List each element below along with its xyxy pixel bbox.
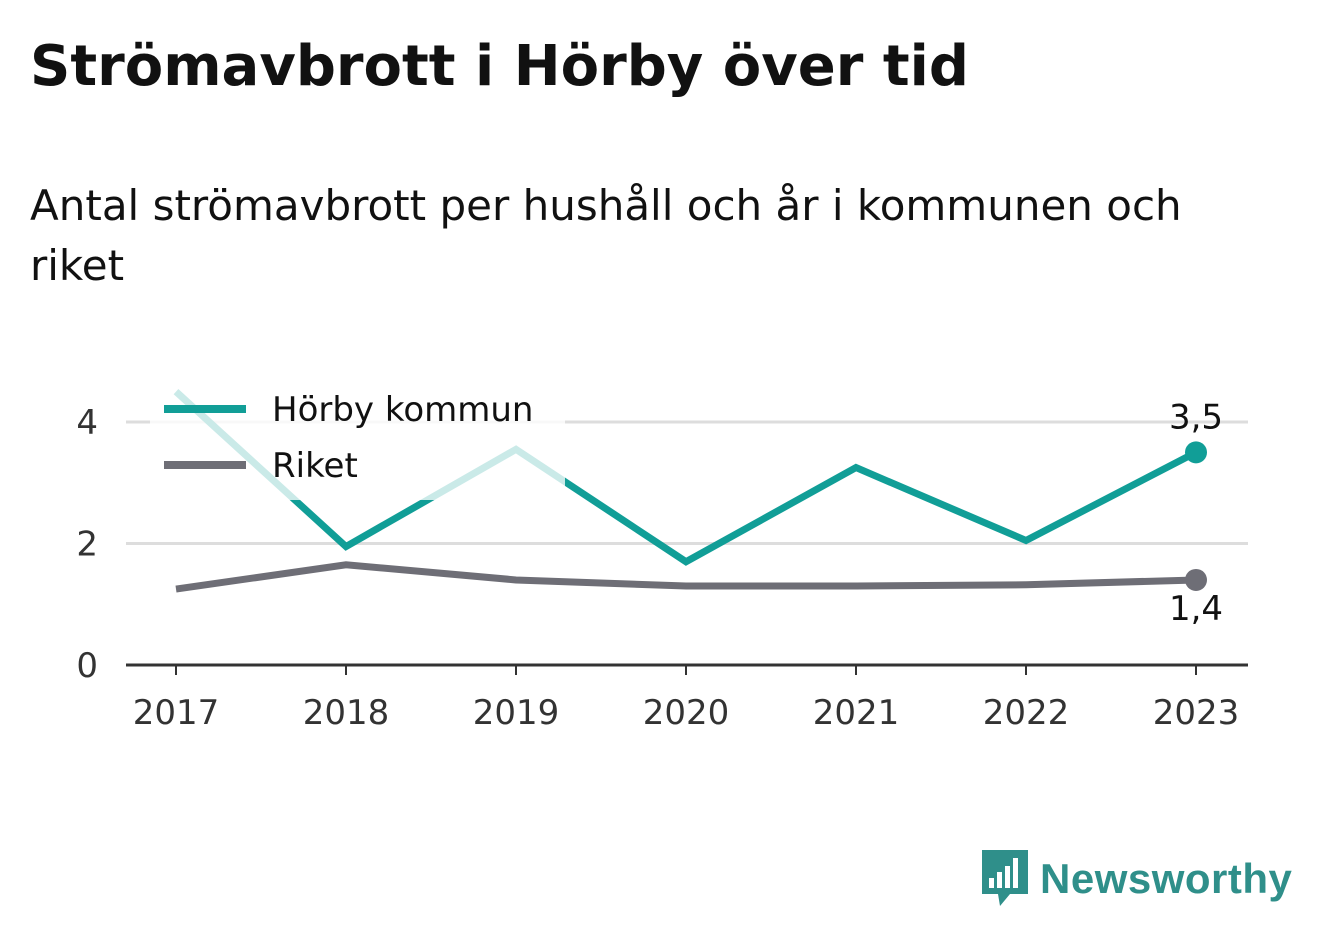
end-label-horby: 3,5 bbox=[1169, 397, 1223, 437]
x-tick-label: 2022 bbox=[983, 693, 1070, 733]
x-tick-label: 2023 bbox=[1153, 693, 1240, 733]
chart-speech-bubble-icon bbox=[982, 850, 1028, 906]
y-tick-label: 4 bbox=[76, 403, 98, 443]
chart-title: Strömavbrott i Hörby över tid bbox=[30, 34, 969, 99]
brand-name: Newsworthy bbox=[1040, 855, 1293, 902]
x-tick-label: 2020 bbox=[643, 693, 730, 733]
x-tick-label: 2017 bbox=[133, 693, 220, 733]
legend-label-1: Riket bbox=[272, 446, 358, 486]
series-line-1 bbox=[175, 561, 1197, 593]
x-tick-label: 2019 bbox=[473, 693, 560, 733]
y-tick-label: 2 bbox=[76, 525, 98, 565]
chart-subtitle: Antal strömavbrott per hushåll och år i … bbox=[30, 181, 1182, 290]
end-label-riket: 1,4 bbox=[1169, 589, 1223, 629]
series-0-end-marker bbox=[1185, 441, 1207, 464]
x-tick-label: 2018 bbox=[303, 693, 390, 733]
brand-logo: Newsworthy bbox=[980, 848, 1292, 910]
legend-background bbox=[150, 378, 565, 500]
legend-label-0: Hörby kommun bbox=[272, 390, 533, 430]
x-tick-label: 2021 bbox=[813, 693, 900, 733]
y-tick-label: 0 bbox=[76, 646, 98, 686]
series-1-end-marker bbox=[1185, 568, 1207, 591]
